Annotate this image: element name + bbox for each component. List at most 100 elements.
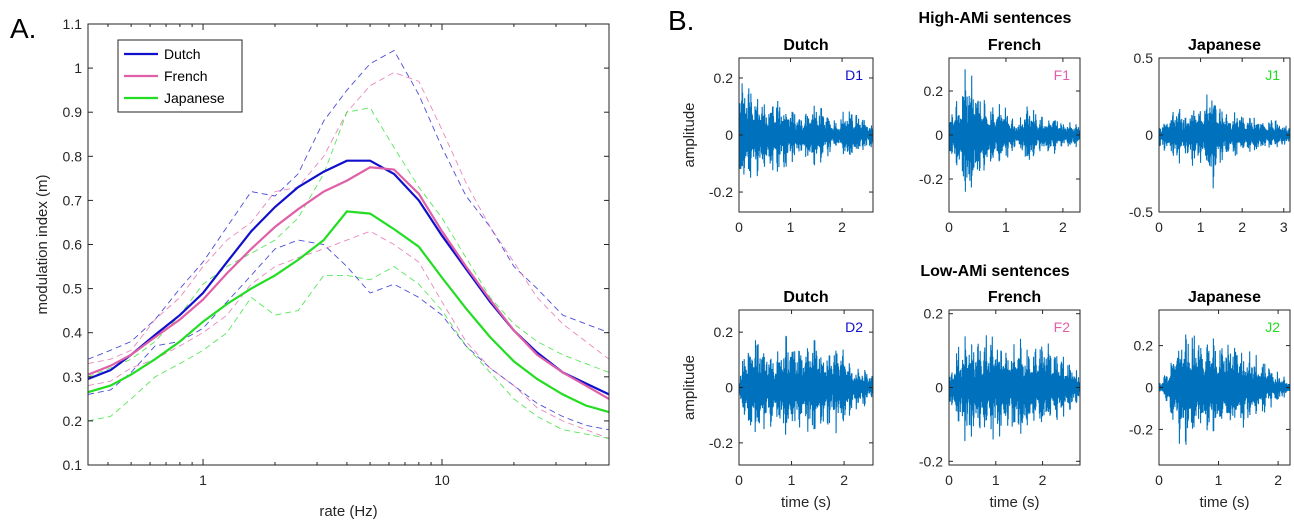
y-tick-label: 0 — [1145, 127, 1153, 143]
y-axis-label: amplitude — [681, 355, 698, 420]
x-tick-label: 3 — [1280, 219, 1288, 235]
panel-tag: F2 — [1054, 319, 1071, 335]
y-tick-label: -0.2 — [1129, 421, 1153, 437]
y-axis-label: amplitude — [681, 102, 698, 167]
y-tick-label: -0.2 — [709, 435, 733, 451]
x-tick-label: 1 — [992, 472, 1000, 488]
y-tick-label: -0.2 — [919, 171, 943, 187]
low-ami-heading: Low-AMi sentences — [920, 263, 1069, 280]
y-tick-label: 0 — [935, 380, 943, 396]
modulation-index-chart: 0.1 0.2 0.3 0.4 0.5 0.6 0.7 0.8 0.9 1 1.1 1 10 rate (… — [34, 16, 610, 520]
y-tick-label: 1.1 — [63, 16, 83, 32]
y-tick-label: 0.2 — [924, 306, 944, 322]
x-tick-label: 2 — [1274, 472, 1282, 488]
panel-tag: D1 — [845, 67, 863, 83]
panel-title: French — [988, 37, 1041, 54]
panel-tag: D2 — [845, 319, 863, 335]
waveform-panel-high-dutch: -0.2 0 0.2 0 1 2 Dutch D1 amplitude — [681, 37, 874, 235]
y-tick-label: 0.9 — [63, 104, 83, 120]
legend-label-2: Japanese — [164, 90, 225, 106]
panel-title: Dutch — [783, 289, 828, 306]
y-tick-label: 0.2 — [924, 83, 944, 99]
series-0-mean-line — [87, 159, 610, 396]
x-tick-label: 1 — [1197, 219, 1205, 235]
x-tick-label: 2 — [1238, 219, 1246, 235]
x-tick-label: 0 — [735, 472, 743, 488]
series-1-lower-line — [87, 230, 610, 439]
waveform-panel-low-dutch: -0.2 0 0.2 0 1 2 Dutch D2 time (s) amplitude — [681, 289, 874, 511]
x-axis-label: time (s) — [990, 494, 1040, 511]
series-1-mean-line — [87, 166, 610, 400]
x-axis-label: time (s) — [781, 494, 831, 511]
x-tick-label: 0 — [945, 472, 953, 488]
series-2-upper-line — [87, 107, 610, 378]
y-tick-label: 0.8 — [63, 148, 83, 164]
y-tick-label: 0 — [725, 380, 733, 396]
y-tick-label: -0.2 — [919, 453, 943, 469]
legend: Dutch French Japanese — [117, 39, 243, 113]
panel-tag: F1 — [1054, 67, 1071, 83]
y-tick-label: 0.7 — [63, 192, 83, 208]
x-tick-label: 2 — [1039, 472, 1047, 488]
y-tick-label: 0 — [725, 127, 733, 143]
x-tick-label: 10 — [434, 472, 450, 488]
waveform-trace — [738, 335, 874, 435]
series-2-mean-line — [87, 210, 610, 414]
waveform-trace — [1158, 94, 1291, 189]
x-tick-label: 1 — [788, 472, 796, 488]
x-tick-label: 0 — [1155, 219, 1163, 235]
plot-lines — [87, 49, 610, 439]
y-tick-label: 0.3 — [63, 369, 83, 385]
waveform-trace — [738, 83, 874, 178]
series-0-lower-line — [87, 239, 610, 431]
panel-label-a: A. — [10, 13, 36, 44]
legend-label-0: Dutch — [164, 46, 201, 62]
x-tick-label: 0 — [1155, 472, 1163, 488]
y-tick-label: 0.2 — [714, 70, 734, 86]
panel-title: Japanese — [1188, 37, 1261, 54]
series-1-upper-line — [87, 72, 610, 365]
x-tick-label: 1 — [1215, 472, 1223, 488]
waveform-trace — [948, 69, 1081, 192]
panel-tag: J1 — [1265, 67, 1280, 83]
x-tick-label: 2 — [1059, 219, 1067, 235]
x-tick-label: 1 — [787, 219, 795, 235]
x-tick-label: 0 — [945, 219, 953, 235]
y-tick-label: 0 — [935, 127, 943, 143]
y-tick-label: 0.1 — [63, 457, 83, 473]
panel-title: Dutch — [783, 37, 828, 54]
y-tick-label: 0.6 — [63, 237, 83, 253]
y-tick-label: -0.5 — [1129, 204, 1153, 220]
y-tick-label: 0 — [1145, 380, 1153, 396]
y-axis-label: modulation index (m) — [34, 174, 51, 314]
x-tick-label: 2 — [840, 472, 848, 488]
x-tick-label: 2 — [838, 219, 846, 235]
y-tick-label: 0.5 — [63, 281, 83, 297]
x-axis-label: rate (Hz) — [319, 503, 377, 520]
panel-title: Japanese — [1188, 289, 1261, 306]
x-tick-label: 1 — [199, 472, 207, 488]
waveform-trace — [1158, 334, 1291, 445]
y-tick-label: 0.2 — [714, 324, 734, 340]
y-tick-label: -0.2 — [709, 184, 733, 200]
panel-label-b: B. — [668, 5, 694, 36]
high-ami-heading: High-AMi sentences — [919, 10, 1072, 27]
x-tick-label: 1 — [1002, 219, 1010, 235]
panel-title: French — [988, 289, 1041, 306]
legend-label-1: French — [164, 68, 208, 84]
x-axis-label: time (s) — [1200, 494, 1250, 511]
y-tick-label: 1 — [74, 60, 82, 76]
y-tick-label: 0.2 — [1134, 338, 1154, 354]
series-2-lower-line — [87, 265, 610, 439]
y-tick-label: 0.5 — [1134, 50, 1154, 66]
waveform-trace — [948, 335, 1081, 442]
panel-tag: J2 — [1265, 319, 1280, 335]
x-tick-label: 0 — [735, 219, 743, 235]
waveform-panel-high-french: -0.2 0 0.2 0 1 2 French F1 — [919, 37, 1081, 235]
y-tick-label: 0.2 — [63, 413, 83, 429]
